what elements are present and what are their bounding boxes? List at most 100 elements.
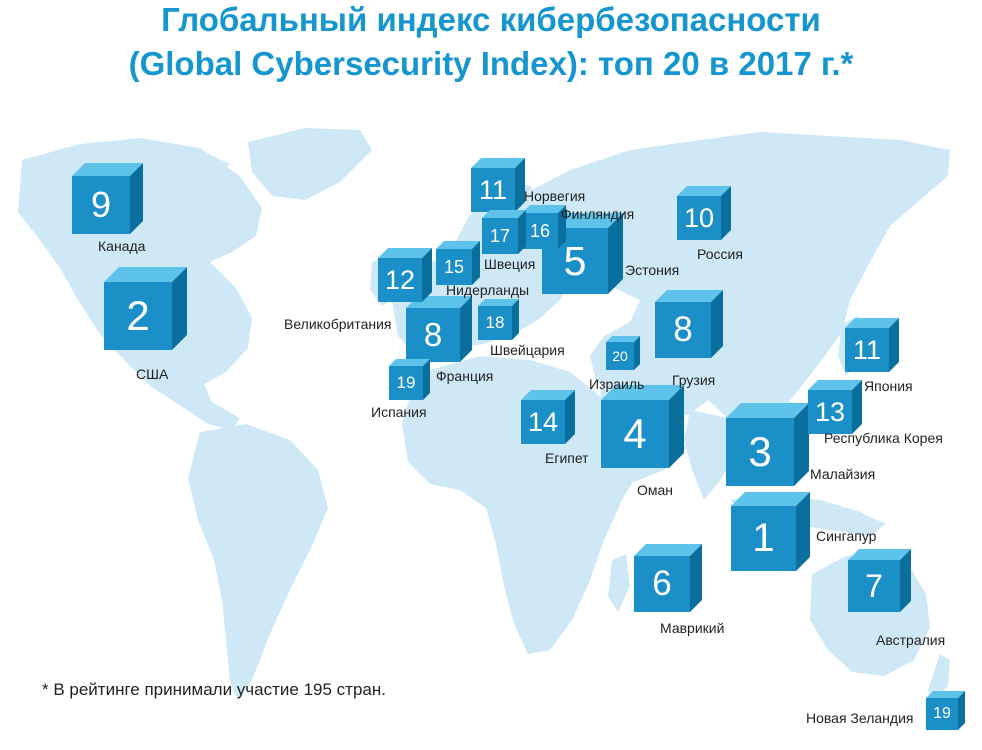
- cube-top-face: [478, 299, 519, 306]
- cube-side-face: [422, 248, 432, 302]
- cube-egypt: 14: [521, 390, 575, 444]
- arctic-islands-landmass: [150, 150, 230, 182]
- cube-rank-number: 19: [389, 366, 423, 400]
- cube-new-zealand: 19: [926, 691, 965, 730]
- label-japan: Япония: [864, 378, 913, 394]
- cube-top-face: [634, 544, 702, 556]
- label-sweden: Швеция: [484, 256, 536, 272]
- africa-landmass: [402, 356, 640, 654]
- cube-rank-number: 11: [471, 168, 515, 212]
- label-finland: Финляндия: [561, 206, 635, 222]
- label-korea: Республика Корея: [824, 430, 943, 446]
- label-australia: Австралия: [876, 632, 946, 648]
- cube-rank-number: 11: [845, 328, 889, 372]
- cube-japan: 11: [845, 318, 899, 372]
- cube-top-face: [72, 163, 143, 176]
- cube-netherlands: 15: [436, 241, 480, 285]
- cube-rank-number: 19: [926, 698, 958, 730]
- madagascar-landmass: [608, 554, 630, 612]
- label-uk: Великобритания: [284, 316, 392, 332]
- label-russia: Россия: [697, 246, 743, 262]
- cube-switzerland: 18: [478, 299, 519, 340]
- cube-side-face: [172, 267, 187, 350]
- label-georgia: Грузия: [672, 372, 716, 388]
- label-netherlands: Нидерланды: [446, 282, 530, 298]
- cube-side-face: [900, 549, 911, 612]
- cube-top-face: [378, 248, 432, 258]
- label-malaysia: Малайзия: [810, 466, 876, 482]
- cube-top-face: [606, 336, 640, 342]
- cube-sweden: 17: [482, 210, 526, 254]
- cube-side-face: [669, 385, 684, 468]
- cube-side-face: [852, 380, 862, 434]
- cube-russia: 10: [677, 186, 731, 240]
- cube-top-face: [601, 385, 684, 400]
- label-singapore: Сингапур: [816, 528, 877, 544]
- cube-rank-number: 6: [634, 556, 690, 612]
- label-egypt: Египет: [545, 450, 589, 466]
- cube-top-face: [655, 290, 723, 302]
- cube-australia: 7: [848, 549, 911, 612]
- cube-top-face: [436, 241, 480, 249]
- label-switzerland: Швейцария: [490, 342, 565, 358]
- cube-malaysia: 3: [726, 403, 809, 486]
- label-usa: США: [136, 366, 169, 382]
- cube-rank-number: 1: [731, 506, 796, 571]
- cube-side-face: [565, 390, 575, 444]
- cube-rank-number: 18: [478, 306, 512, 340]
- cube-oman: 4: [601, 385, 684, 468]
- label-canada: Канада: [98, 238, 146, 254]
- cube-rank-number: 7: [848, 560, 900, 612]
- cube-top-face: [104, 267, 187, 282]
- cube-top-face: [521, 390, 575, 400]
- cube-spain: 19: [389, 359, 430, 400]
- cube-side-face: [796, 492, 810, 571]
- cube-side-face: [423, 359, 430, 400]
- cube-rank-number: 20: [606, 342, 634, 370]
- map-title-line-1: Глобальный индекс кибербезопасности: [161, 1, 821, 38]
- label-israel: Израиль: [589, 376, 645, 392]
- cube-side-face: [794, 403, 809, 486]
- label-estonia: Эстония: [625, 262, 680, 278]
- label-oman: Оман: [637, 482, 674, 498]
- cube-side-face: [130, 163, 143, 234]
- cube-mauritius: 6: [634, 544, 702, 612]
- cube-rank-number: 4: [601, 400, 669, 468]
- cube-rank-number: 15: [436, 249, 472, 285]
- cube-side-face: [958, 691, 965, 730]
- cube-uk: 12: [378, 248, 432, 302]
- cube-side-face: [690, 544, 702, 612]
- cube-rank-number: 3: [726, 418, 794, 486]
- new-zealand-landmass: [928, 654, 950, 700]
- cube-singapore: 1: [731, 492, 810, 571]
- cube-top-face: [677, 186, 731, 196]
- cube-top-face: [482, 210, 526, 218]
- cube-top-face: [926, 691, 965, 698]
- cube-top-face: [808, 380, 862, 390]
- cube-side-face: [889, 318, 899, 372]
- cube-rank-number: 17: [482, 218, 518, 254]
- cube-rank-number: 14: [521, 400, 565, 444]
- cube-rank-number: 12: [378, 258, 422, 302]
- cube-rank-number: 2: [104, 282, 172, 350]
- cube-side-face: [460, 296, 472, 362]
- cube-rank-number: 16: [522, 213, 558, 249]
- map-title-line-2: (Global Cybersecurity Index): топ 20 в 2…: [128, 45, 854, 82]
- cube-top-face: [731, 492, 810, 506]
- cube-side-face: [512, 299, 519, 340]
- label-spain: Испания: [371, 404, 427, 420]
- cube-top-face: [522, 205, 566, 213]
- cube-side-face: [472, 241, 480, 285]
- cube-rank-number: 13: [808, 390, 852, 434]
- cube-side-face: [518, 210, 526, 254]
- cube-norway: 11: [471, 158, 525, 212]
- cube-korea: 13: [808, 380, 862, 434]
- cube-rank-number: 8: [406, 308, 460, 362]
- cube-top-face: [848, 549, 911, 560]
- cube-finland: 16: [522, 205, 566, 249]
- cube-rank-number: 10: [677, 196, 721, 240]
- cube-rank-number: 8: [655, 302, 711, 358]
- label-norway: Норвегия: [524, 188, 586, 204]
- south-america-landmass: [188, 424, 328, 700]
- cube-side-face: [515, 158, 525, 212]
